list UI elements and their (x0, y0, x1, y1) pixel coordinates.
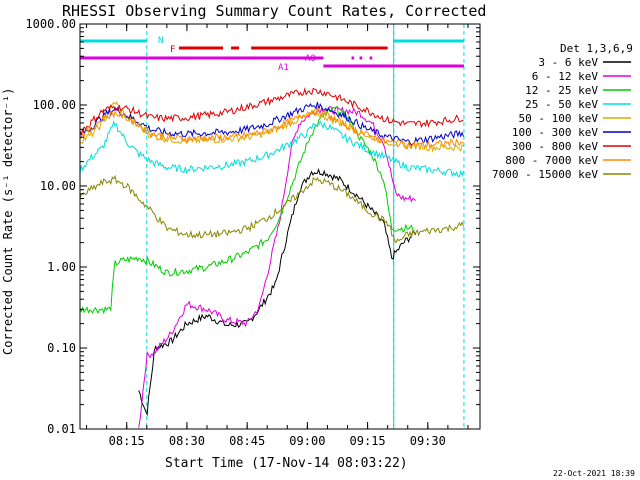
y-tick-label: 0.10 (47, 341, 76, 355)
x-tick-label: 09:00 (289, 434, 325, 448)
timestamp-label: 22-Oct-2021 18:39 (553, 469, 635, 478)
series-line-50-100-kev (80, 101, 464, 153)
x-axis-label: Start Time (17-Nov-14 08:03:22) (165, 456, 408, 471)
x-tick-label: 08:30 (169, 434, 205, 448)
series-line-800-7000-kev (80, 107, 464, 150)
y-tick-label: 1.00 (47, 260, 76, 274)
legend-label: 25 - 50 keV (525, 98, 598, 111)
flag-label-n: N (158, 36, 163, 46)
legend-label: 7000 - 15000 keV (492, 168, 598, 181)
plot-area: NF A0 A1 (80, 24, 465, 429)
x-tick-label: 08:15 (109, 434, 145, 448)
series-line-100-300-kev (80, 101, 464, 146)
x-tick-label: 08:45 (229, 434, 265, 448)
x-axis: 08:15 08:30 08:45 09:00 09:15 09:30 (86, 24, 469, 448)
legend-header: Det 1,3,6,9 (560, 42, 633, 55)
series-line-12-25-kev (80, 105, 415, 315)
y-tick-label: 0.01 (47, 422, 76, 436)
flag-label-a1: A1 (278, 63, 289, 73)
x-tick-label: 09:30 (410, 434, 446, 448)
legend-label: 12 - 25 keV (525, 84, 598, 97)
legend-label: 800 - 7000 keV (505, 154, 598, 167)
y-axis: 1000.00 100.00 10.00 1.00 0.10 0.01 (25, 17, 480, 436)
x-tick-label: 09:15 (350, 434, 386, 448)
y-tick-label: 10.00 (40, 179, 76, 193)
flag-label-a0: A0 (305, 54, 316, 64)
series-line-25-50-kev (80, 120, 464, 178)
series-line-3-6-kev (138, 168, 417, 417)
legend-label: 50 - 100 keV (519, 112, 599, 125)
series-line-300-800-kev (80, 87, 464, 136)
flag-label-f: F (170, 45, 175, 55)
legend-label: 6 - 12 keV (532, 70, 599, 83)
y-tick-label: 1000.00 (25, 17, 76, 31)
legend-label: 300 - 800 keV (512, 140, 598, 153)
chart-title: RHESSI Observing Summary Count Rates, Co… (62, 2, 486, 20)
legend-label: 100 - 300 keV (512, 126, 598, 139)
legend-label: 3 - 6 keV (538, 56, 598, 69)
plot-frame (79, 23, 481, 430)
y-tick-label: 100.00 (33, 98, 76, 112)
y-axis-label: Corrected Count Rate (s⁻¹ detector⁻¹) (1, 88, 15, 355)
series-line-6-12-kev (138, 105, 416, 428)
series-line-7000-15000-kev (80, 174, 464, 244)
